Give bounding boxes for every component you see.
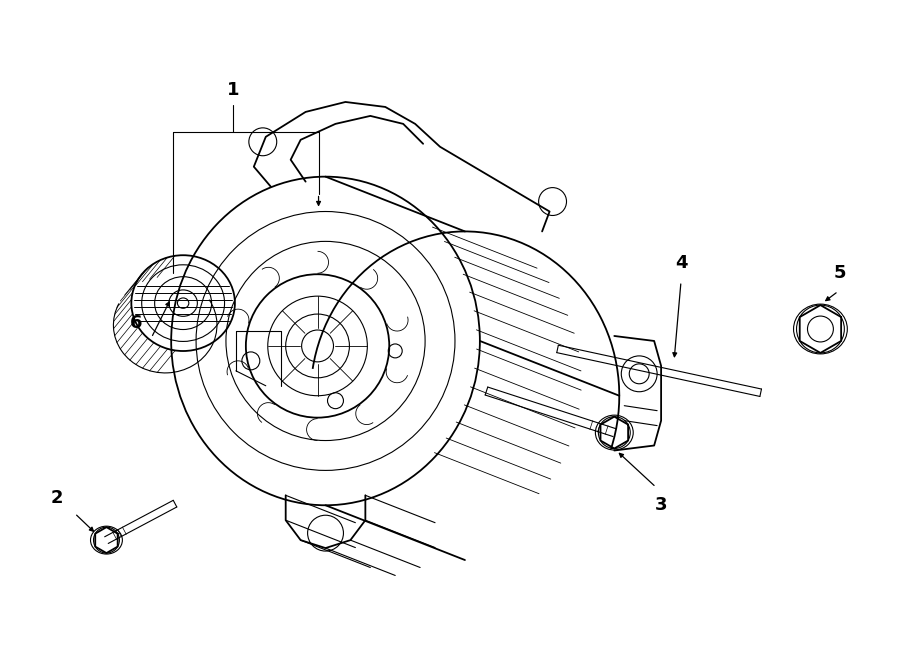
Text: 3: 3 — [655, 496, 668, 514]
Text: 1: 1 — [227, 81, 239, 99]
Text: 6: 6 — [130, 314, 142, 332]
Text: 5: 5 — [834, 264, 847, 282]
Text: 4: 4 — [675, 254, 688, 272]
Text: 2: 2 — [50, 489, 63, 507]
